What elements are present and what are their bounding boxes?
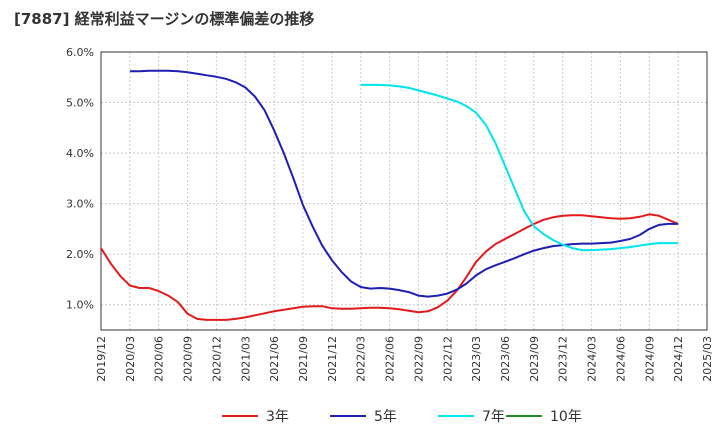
line-chart: 6.0%5.0%4.0%3.0%2.0%1.0% 2019/12 2020/03 2… <box>66 46 714 382</box>
plot-area-border <box>100 51 708 331</box>
series-lines <box>100 69 679 321</box>
x-tick-label: 2023/06 <box>499 336 512 382</box>
y-tick-label: 3.0% <box>66 198 94 211</box>
x-tick-label: 2022/06 <box>384 336 397 382</box>
x-tick-label: 2021/03 <box>239 336 252 382</box>
legend: 3年 5年 7年 10年 <box>0 404 720 428</box>
x-tick-label: 2025/03 <box>701 336 714 382</box>
chart-title: [7887] 経常利益マージンの標準偏差の推移 <box>14 10 315 28</box>
x-tick-label: 2022/03 <box>355 336 368 382</box>
series-line-3年 <box>100 213 679 321</box>
grid-lines <box>100 51 708 330</box>
y-tick-label: 2.0% <box>66 248 94 261</box>
x-tick-label: 2020/09 <box>182 336 195 382</box>
y-tick-label: 6.0% <box>66 46 94 59</box>
y-tick-label: 4.0% <box>66 147 94 160</box>
x-tick-label: 2019/12 <box>95 336 108 382</box>
x-tick-label: 2023/12 <box>557 336 570 382</box>
legend-label: 10年 <box>550 409 582 425</box>
legend-swatch <box>506 415 542 417</box>
x-tick-label: 2021/09 <box>297 336 310 382</box>
x-tick-label: 2022/12 <box>441 336 454 382</box>
legend-swatch <box>222 415 258 417</box>
x-tick-label: 2024/12 <box>672 336 685 382</box>
x-tick-label: 2020/03 <box>124 336 137 382</box>
legend-swatch <box>330 415 366 417</box>
x-tick-label: 2020/12 <box>210 336 223 382</box>
series-line-5年 <box>129 69 679 298</box>
x-tick-label: 2022/09 <box>412 336 425 382</box>
legend-swatch <box>438 415 474 417</box>
x-tick-label: 2024/03 <box>586 336 599 382</box>
legend-label: 3年 <box>266 409 289 425</box>
x-tick-label: 2024/06 <box>614 336 627 382</box>
x-tick-label: 2020/06 <box>153 336 166 382</box>
x-tick-label: 2021/06 <box>268 336 281 382</box>
x-tick-label: 2024/09 <box>643 336 656 382</box>
x-tick-label: 2023/03 <box>470 336 483 382</box>
series-line-7年 <box>360 83 679 252</box>
x-tick-label: 2021/12 <box>326 336 339 382</box>
y-tick-label: 1.0% <box>66 299 94 312</box>
legend-label: 5年 <box>374 409 397 425</box>
x-tick-label: 2023/09 <box>528 336 541 382</box>
legend-label: 7年 <box>482 409 505 425</box>
y-axis-tick-labels: 6.0% 5.0% 4.0% 3.0% 2.0% 1.0% <box>66 46 94 312</box>
y-tick-label: 5.0% <box>66 97 94 110</box>
x-axis-tick-labels: 2019/12 2020/03 2020/06 2020/09 2020/12 2021/… <box>95 336 714 382</box>
